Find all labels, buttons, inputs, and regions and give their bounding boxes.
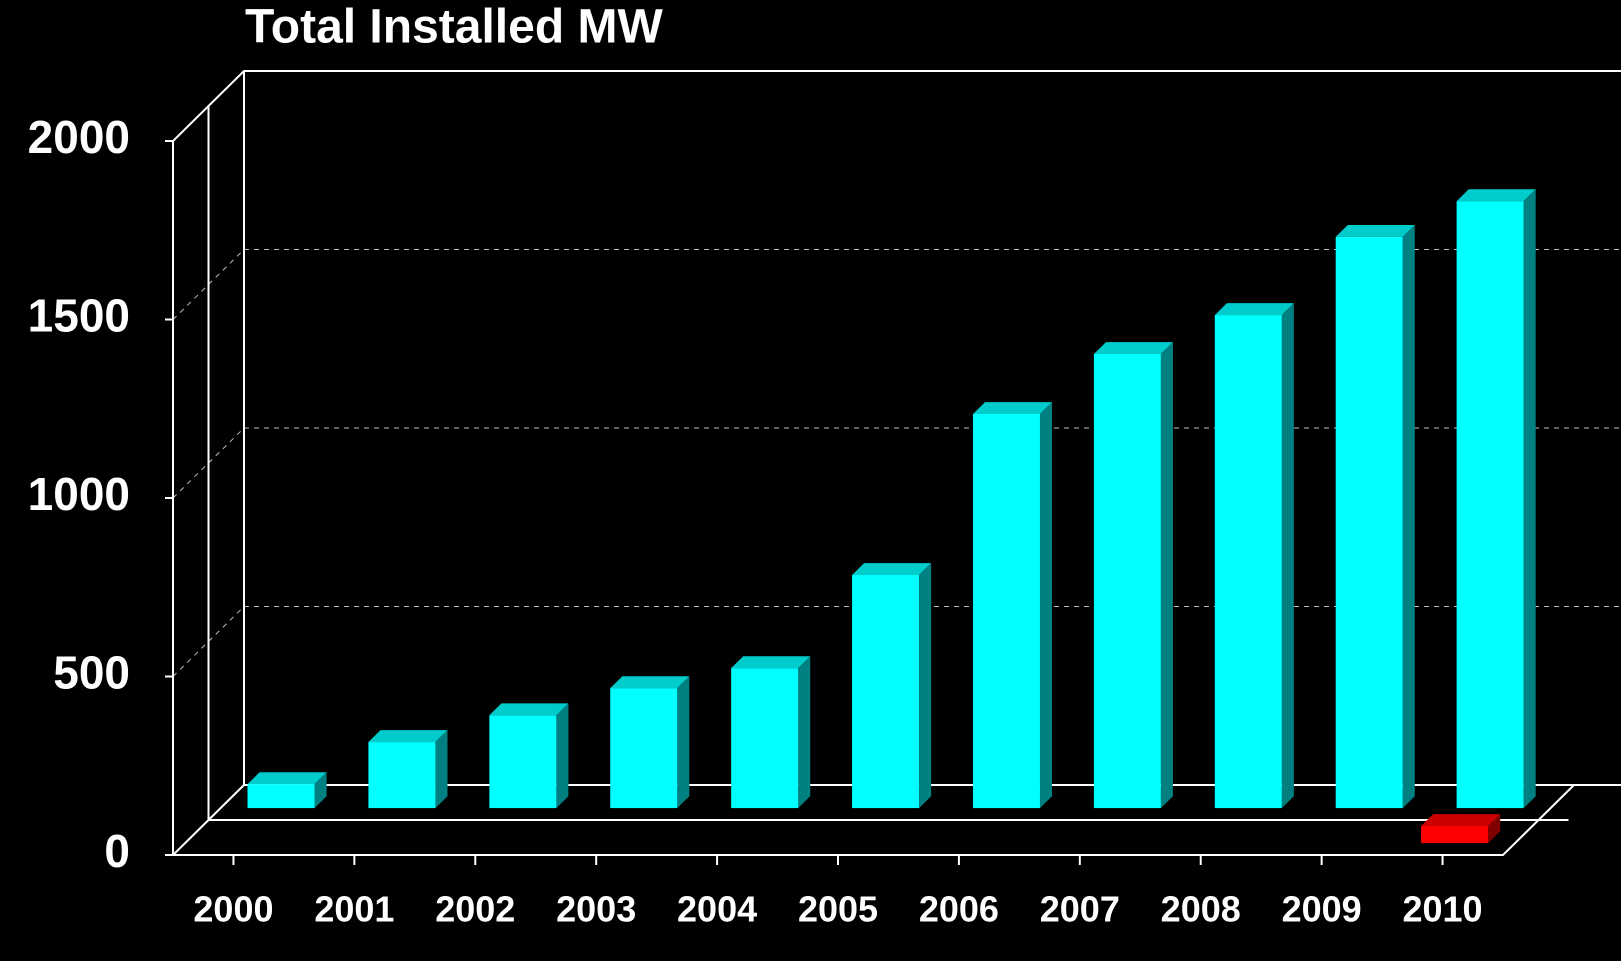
bar-side (556, 703, 569, 809)
x-tick-label: 2004 (677, 889, 757, 930)
grid-line (172, 606, 245, 677)
bar-front (489, 715, 557, 809)
y-tick-label: 2000 (28, 111, 130, 163)
x-tick-label: 2008 (1161, 889, 1241, 930)
bar (368, 730, 448, 809)
bar-side (1523, 189, 1536, 809)
bar (1456, 189, 1536, 809)
bar-front (368, 742, 436, 809)
bar-front (852, 574, 920, 809)
bar-top (972, 402, 1053, 414)
bar (1214, 303, 1294, 809)
x-tick-label: 2006 (919, 889, 999, 930)
wall-edge (207, 106, 1569, 821)
x-tick-label: 2007 (1040, 889, 1120, 930)
bar-side (919, 563, 932, 809)
bar-side (1402, 225, 1415, 809)
y-tick-label: 1500 (28, 290, 130, 342)
bar-top (852, 563, 932, 575)
x-tick-label: 2000 (193, 889, 273, 930)
bar (610, 676, 690, 809)
bar-side (677, 676, 690, 809)
bar (247, 772, 327, 809)
bar-top (610, 676, 690, 689)
x-tick-label: 2010 (1402, 889, 1482, 930)
bar-front (1456, 201, 1524, 809)
bar-side (1039, 402, 1053, 809)
bar-top (731, 656, 811, 669)
bar-side (435, 730, 448, 809)
bar-top (247, 772, 327, 785)
x-tick-label: 2003 (556, 889, 636, 930)
y-tick-label: 500 (53, 647, 130, 699)
bar-top (1335, 225, 1415, 237)
bar-side (1281, 303, 1294, 809)
x-tick-label: 2002 (435, 889, 515, 930)
bar-front (1335, 236, 1403, 809)
bar-front (1093, 353, 1161, 809)
bar-side (314, 772, 327, 809)
x-tick-label: 2005 (798, 889, 878, 930)
bar-front (972, 413, 1040, 809)
bar-top (1421, 814, 1501, 826)
x-tick-label: 2009 (1282, 889, 1362, 930)
bar (1335, 225, 1415, 809)
bar (972, 402, 1053, 809)
bar (489, 703, 569, 809)
bar (1421, 814, 1501, 844)
y-tick-label: 1000 (28, 468, 130, 520)
bar-front (247, 784, 315, 809)
bar-side (1488, 814, 1501, 844)
bar-front (1214, 315, 1282, 809)
bar (852, 563, 932, 809)
grid-line (172, 427, 245, 499)
y-tick-label: 0 (104, 825, 130, 877)
bar-top (1456, 189, 1536, 202)
bar-top (489, 703, 569, 716)
bar-top (1093, 342, 1173, 354)
bar-front (1421, 825, 1489, 844)
bar-front (731, 668, 799, 809)
bar (731, 656, 811, 809)
bar-top (1214, 303, 1294, 316)
x-tick-label: 2001 (314, 889, 394, 930)
bar-side (798, 656, 811, 809)
bar-top (368, 730, 448, 743)
chart-title: Total Installed MW (245, 1, 663, 54)
bar (1093, 342, 1173, 809)
bar-side (1160, 342, 1173, 809)
bar-front (610, 688, 678, 809)
grid-line (172, 249, 245, 320)
